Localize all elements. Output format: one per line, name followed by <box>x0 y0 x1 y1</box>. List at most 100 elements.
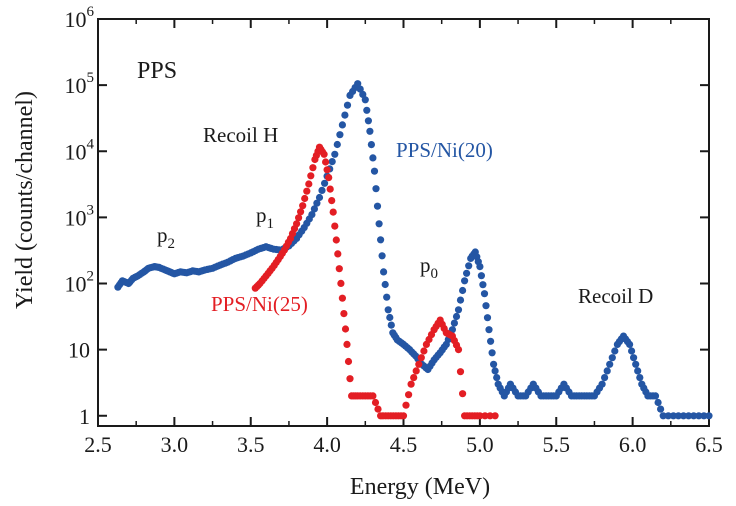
data-point <box>454 306 463 314</box>
data-point <box>384 306 392 314</box>
recoil-d-label: Recoil D <box>578 284 653 308</box>
recoil-h-label: Recoil H <box>203 123 278 147</box>
data-point <box>369 154 377 162</box>
data-point <box>399 412 408 420</box>
data-point <box>310 205 318 213</box>
data-point <box>378 252 386 260</box>
data-point <box>598 380 606 388</box>
data-point <box>322 158 330 166</box>
data-point <box>603 367 611 375</box>
peak-label-p0: p0 <box>420 253 438 282</box>
data-point <box>480 290 489 298</box>
data-point <box>373 202 382 210</box>
data-point <box>323 166 331 174</box>
data-point <box>459 286 467 295</box>
data-point <box>636 374 644 382</box>
y-tick-label: 103 <box>65 202 95 230</box>
data-point <box>493 374 501 382</box>
data-point <box>669 412 678 420</box>
data-point <box>328 158 336 166</box>
data-point <box>315 193 324 202</box>
data-point <box>488 349 496 357</box>
data-point <box>321 179 329 187</box>
data-point <box>481 412 489 420</box>
data-point <box>337 279 345 287</box>
data-point <box>387 321 395 329</box>
data-point <box>380 268 388 276</box>
data-point <box>372 185 380 193</box>
y-tick-label: 106 <box>65 4 95 32</box>
data-point <box>417 354 425 362</box>
data-point <box>338 121 346 129</box>
data-point <box>293 220 301 228</box>
x-tick-label: 6.0 <box>619 432 647 457</box>
data-point <box>386 313 394 322</box>
data-point <box>338 294 346 302</box>
data-point <box>375 220 383 228</box>
x-tick-label: 6.5 <box>695 432 723 457</box>
data-point <box>381 280 389 289</box>
data-point <box>299 202 307 210</box>
data-point <box>657 405 665 413</box>
data-point <box>477 272 485 280</box>
x-tick-label: 3.5 <box>237 432 265 457</box>
data-point <box>364 117 372 125</box>
data-point <box>479 281 487 289</box>
data-point <box>336 131 344 139</box>
data-point <box>651 392 660 400</box>
data-point <box>456 296 465 304</box>
plot-frame <box>97 18 710 427</box>
data-point <box>402 401 410 409</box>
data-point <box>370 167 379 175</box>
data-point <box>461 277 469 285</box>
data-point <box>628 347 636 355</box>
data-point <box>405 391 413 399</box>
data-point <box>412 367 420 375</box>
y-axis-ticks: 1 10 102 103 104 105 106 <box>65 4 709 429</box>
data-point <box>332 236 340 244</box>
data-point <box>626 340 634 348</box>
data-point <box>456 368 465 376</box>
series-label-pps-ni25: PPS/Ni(25) <box>211 292 308 316</box>
data-point <box>410 374 418 382</box>
y-axis-title: Yield (counts/channel) <box>12 91 38 309</box>
y-tick-label: 105 <box>65 70 95 98</box>
data-point <box>363 106 371 114</box>
data-point <box>608 354 616 362</box>
data-point <box>374 405 382 413</box>
data-point <box>654 398 662 407</box>
data-point <box>361 96 369 104</box>
series-label-pps-ni20: PPS/Ni(20) <box>396 138 493 162</box>
x-tick-label: 4.0 <box>313 432 341 457</box>
data-point <box>359 90 367 98</box>
data-point <box>343 101 352 109</box>
data-point <box>674 412 683 420</box>
x-tick-label: 3.0 <box>161 432 189 457</box>
data-point <box>420 347 428 355</box>
data-point <box>407 380 415 388</box>
x-tick-label: 5.0 <box>466 432 494 457</box>
data-point <box>331 150 339 158</box>
data-point <box>320 150 328 158</box>
data-point <box>333 140 341 149</box>
data-point <box>329 208 337 216</box>
x-tick-label: 5.5 <box>543 432 571 457</box>
data-point <box>491 412 499 420</box>
x-axis-title: Energy (MeV) <box>350 474 490 500</box>
data-point <box>309 164 317 172</box>
data-point <box>632 360 640 368</box>
data-point <box>476 263 484 271</box>
data-point <box>690 412 698 420</box>
data-point <box>685 412 693 420</box>
series-pps-ni25 <box>251 143 499 420</box>
data-point <box>415 360 423 368</box>
data-point <box>383 293 391 301</box>
data-point <box>634 367 642 375</box>
series-pps-ni20 <box>114 80 713 420</box>
data-point <box>377 236 385 244</box>
peak-label-p2: p2 <box>157 223 175 252</box>
data-point <box>335 265 343 273</box>
data-point <box>334 250 342 258</box>
data-point <box>452 312 461 321</box>
y-tick-label: 1 <box>79 404 90 429</box>
